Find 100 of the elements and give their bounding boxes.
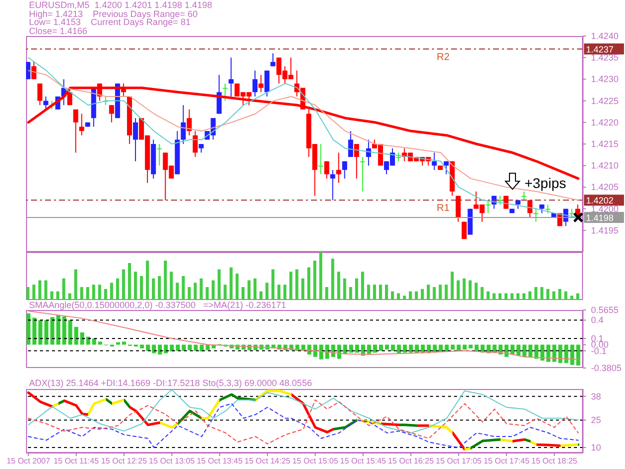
candlestick	[264, 70, 270, 97]
bar	[128, 263, 131, 300]
bar	[140, 344, 144, 348]
candlestick	[180, 104, 186, 144]
bar	[408, 291, 412, 300]
bar	[552, 344, 556, 362]
candlestick	[109, 104, 114, 123]
candlestick	[79, 113, 84, 136]
bar	[313, 260, 316, 300]
bar	[384, 344, 389, 350]
bar	[456, 344, 461, 351]
y-tick-label: 1.4200	[591, 204, 619, 214]
bar	[182, 344, 186, 351]
line-series	[27, 390, 580, 451]
bar	[462, 278, 466, 300]
x-tick-label: 15 Oct 18:25	[531, 456, 578, 466]
bar	[438, 284, 442, 300]
ref-line-label: 1.4202	[586, 196, 614, 206]
bar	[32, 318, 36, 345]
bar	[158, 276, 161, 300]
bar	[38, 280, 42, 300]
bar	[367, 344, 372, 354]
bar	[26, 287, 30, 300]
y-tick-label: 1.4195	[591, 225, 619, 236]
bar	[56, 315, 60, 345]
y-tick-label: 1.4240	[591, 31, 619, 41]
chart-title: SMAAngle(50,0.15000000,2,0) -0.337500 =>MA(21) -0.236171	[29, 300, 286, 310]
bar	[468, 280, 472, 300]
bar	[396, 293, 400, 300]
candlestick	[348, 130, 354, 158]
x-tick-label: 15 Oct 16:25	[388, 456, 434, 466]
bar	[337, 344, 342, 359]
bar	[50, 291, 54, 300]
bar	[408, 344, 413, 353]
bar	[68, 293, 72, 300]
bar	[540, 344, 544, 361]
y-tick-label: 1.4225	[591, 96, 619, 106]
bar	[236, 274, 239, 300]
bar	[289, 272, 292, 300]
bar	[384, 284, 388, 300]
bar	[331, 344, 336, 357]
bar	[564, 344, 568, 364]
bar	[188, 287, 191, 300]
bar	[390, 344, 395, 351]
bar	[546, 344, 550, 362]
x-tick-label: 15 Oct 13:05	[148, 456, 196, 466]
bar	[492, 344, 497, 353]
bar	[426, 284, 430, 300]
line-series	[28, 70, 579, 201]
bar	[325, 344, 330, 359]
bar	[414, 291, 418, 300]
bar	[271, 269, 274, 300]
bar	[206, 287, 209, 300]
bar	[242, 287, 245, 300]
chart-title: ADX(13) 25.1464 +DI:14.1669 -DI:17.5218 Sto(5,3,3) 69.0000 48.0556	[29, 378, 312, 388]
bar	[522, 293, 526, 300]
bar	[343, 344, 348, 354]
bar	[265, 282, 268, 300]
bar	[200, 278, 203, 300]
x-tick-label: 15 Oct 15:05	[292, 456, 339, 466]
bar	[212, 280, 215, 300]
bar	[373, 284, 376, 300]
bar	[534, 287, 538, 300]
candlestick	[222, 83, 228, 102]
bar	[450, 272, 454, 300]
ref-line-label: 1.4198	[586, 212, 614, 223]
bar	[230, 267, 233, 300]
bar	[92, 284, 96, 300]
candlestick	[132, 118, 138, 162]
x-tick-label: 15 Oct 13:45	[196, 456, 244, 466]
x-tick-label: 15 Oct 11:45	[54, 456, 100, 466]
bar	[86, 287, 90, 300]
y-tick-label: -0.3805	[591, 363, 622, 373]
bar	[307, 267, 310, 300]
bar	[367, 284, 370, 300]
candlestick	[156, 144, 162, 166]
bar	[402, 344, 407, 353]
bar	[26, 313, 30, 345]
bar	[379, 344, 384, 351]
bar	[38, 320, 42, 345]
bar	[420, 288, 424, 300]
bar	[146, 260, 149, 300]
bar	[510, 293, 514, 300]
bar	[146, 344, 150, 351]
candlestick	[216, 74, 222, 114]
bar	[62, 278, 66, 300]
bar	[80, 332, 84, 345]
bar	[248, 280, 251, 300]
bar	[349, 287, 352, 300]
x-tick-label: 15 Oct 14:25	[244, 456, 291, 466]
bar	[254, 278, 257, 300]
bar	[349, 344, 354, 353]
bar	[474, 344, 479, 351]
bar	[528, 291, 532, 300]
bar	[414, 344, 419, 353]
bar	[319, 252, 322, 300]
bar	[116, 278, 120, 300]
bar	[474, 282, 478, 300]
candlestick	[444, 160, 449, 175]
bar	[558, 288, 562, 300]
